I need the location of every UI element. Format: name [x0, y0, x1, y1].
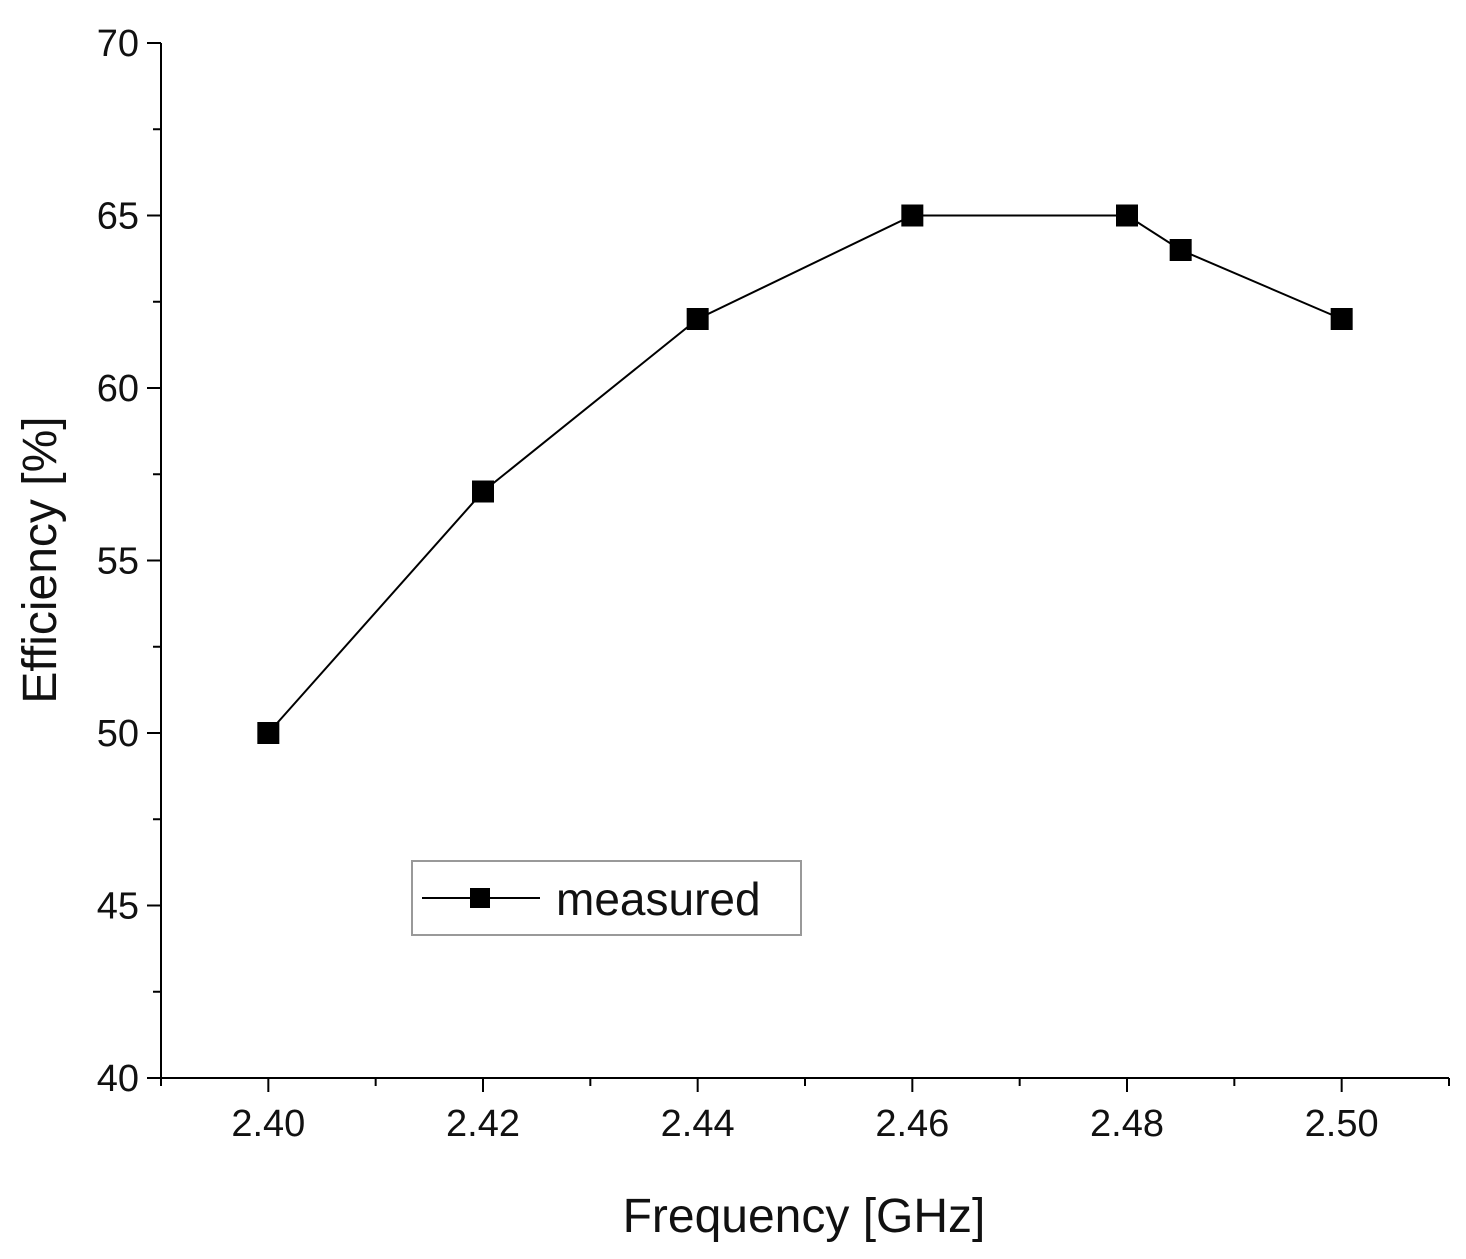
- legend-label: measured: [556, 873, 761, 925]
- data-point: [1330, 308, 1353, 330]
- data-point: [901, 204, 924, 227]
- x-tick-label: 2.46: [875, 1103, 949, 1145]
- data-point: [472, 480, 494, 503]
- y-tick-label: 50: [97, 713, 139, 755]
- x-tick-label: 2.42: [446, 1103, 520, 1145]
- legend-marker: [470, 888, 490, 908]
- x-tick-label: 2.48: [1090, 1103, 1164, 1145]
- y-tick-label: 45: [97, 886, 139, 928]
- y-tick-label: 65: [97, 196, 139, 238]
- data-point: [257, 722, 280, 744]
- y-tick-label: 70: [97, 23, 139, 65]
- x-axis-title: Frequency [GHz]: [623, 1190, 986, 1243]
- series-group: [257, 204, 1353, 744]
- y-tick-label: 60: [97, 368, 139, 410]
- data-point: [1169, 239, 1192, 261]
- legend: measured: [411, 860, 802, 936]
- x-tick-label: 2.40: [231, 1103, 305, 1145]
- y-tick-label: 40: [97, 1058, 139, 1100]
- tick-marks: [147, 42, 1450, 1092]
- x-tick-label: 2.50: [1305, 1103, 1379, 1145]
- tick-labels: 40 45 50 55 60 65 70 2.40 2.42 2.44 2.46 2.48 2.50: [97, 23, 1379, 1145]
- x-tick-label: 2.44: [661, 1103, 735, 1145]
- y-tick-label: 55: [97, 541, 139, 583]
- series-line: [267, 214, 1343, 734]
- y-axis-title: Efficiency [%]: [14, 416, 67, 703]
- data-point: [686, 308, 709, 330]
- axes: [160, 43, 1449, 1079]
- data-point: [1116, 204, 1138, 227]
